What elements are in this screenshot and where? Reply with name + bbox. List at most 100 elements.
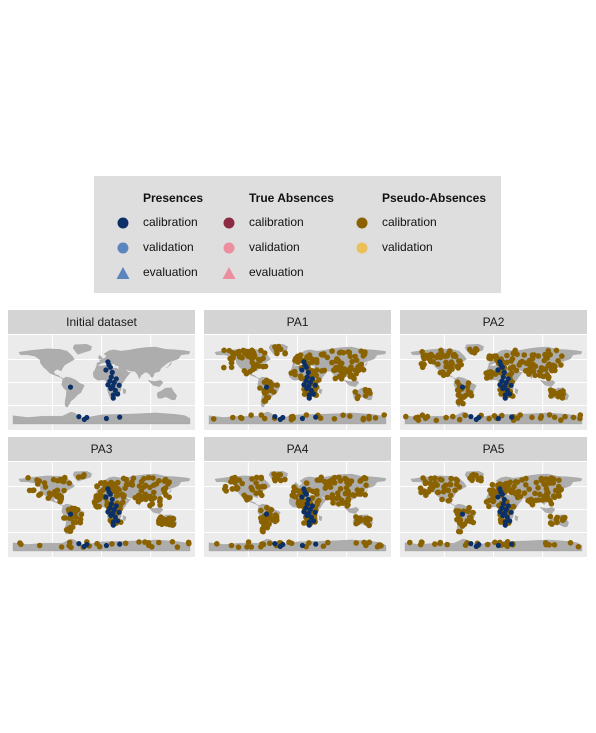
pseudo-absence-point <box>272 344 278 350</box>
pseudo-absence-point <box>486 503 492 510</box>
pseudo-absence-point <box>316 377 322 383</box>
pseudo-absence-point <box>343 485 350 491</box>
pseudo-absence-point <box>147 502 153 509</box>
pseudo-absence-point <box>60 478 67 485</box>
pseudo-absence-point <box>304 480 310 486</box>
pseudo-absence-point <box>535 497 542 503</box>
pseudo-absence-point <box>363 388 369 395</box>
pseudo-absence-point <box>163 492 169 498</box>
pseudo-absence-point <box>292 357 298 364</box>
pseudo-absence-point <box>577 415 583 422</box>
pseudo-absence-point <box>267 540 273 547</box>
pseudo-absence-point <box>492 539 498 546</box>
legend: Presences calibration validation evaluat… <box>94 176 501 293</box>
presence-point <box>468 414 474 420</box>
pseudo-absence-point <box>311 489 318 495</box>
pseudo-absence-point <box>547 497 553 504</box>
panel-pa1: PA1 <box>204 310 391 430</box>
pseudo-absence-point <box>31 487 37 493</box>
pseudo-absence-point <box>447 481 453 487</box>
pseudo-absence-point <box>353 514 359 520</box>
legend-label: evaluation <box>249 265 304 279</box>
pseudo-absence-point <box>509 487 516 493</box>
land-shape <box>514 388 519 395</box>
pseudo-absence-point <box>295 500 302 506</box>
panel-strip: PA5 <box>400 437 587 461</box>
pseudo-absence-point <box>508 358 514 364</box>
pseudo-absence-point <box>532 372 538 379</box>
pseudo-absence-point <box>512 347 518 354</box>
pseudo-absence-point <box>259 492 265 499</box>
pseudo-absence-point <box>234 486 240 492</box>
land-shape <box>61 376 85 408</box>
pseudo-absence-point <box>221 347 227 354</box>
pseudo-absence-point <box>562 413 568 420</box>
presence-point <box>504 387 510 393</box>
pseudo-absence-point <box>445 487 451 494</box>
panel-strip: Initial dataset <box>8 310 195 334</box>
pseudo-absence-point <box>526 371 532 377</box>
pseudo-absence-point <box>156 539 162 546</box>
pseudo-absence-point <box>457 528 464 535</box>
pseudo-absence-point <box>317 415 324 421</box>
presence-point <box>495 542 501 549</box>
pseudo-absence-point <box>45 495 52 501</box>
presence-point <box>304 385 310 392</box>
pseudo-absence-point <box>268 387 275 394</box>
land-shape <box>318 388 323 395</box>
presence-point <box>110 522 116 528</box>
panel-pa5: PA5 <box>400 437 587 557</box>
pseudo-absence-point <box>239 355 245 361</box>
pseudo-absence-point <box>543 485 550 492</box>
pseudo-absence-point <box>293 487 300 493</box>
pseudo-absence-point <box>335 358 342 364</box>
panel-pa2: PA2 <box>400 310 587 430</box>
presence-point <box>497 382 503 388</box>
pseudo-absence-point <box>491 353 498 359</box>
pseudo-absence-point <box>454 379 461 385</box>
pseudo-absence-point <box>58 544 65 550</box>
pseudo-absence-point <box>345 349 352 355</box>
pseudo-absence-point <box>324 354 331 361</box>
pseudo-absence-point <box>355 393 361 400</box>
pseudo-absence-point <box>309 356 315 362</box>
presence-point <box>495 367 501 373</box>
pseudo-absence-point <box>50 476 57 483</box>
pseudo-absence-point <box>348 372 354 378</box>
pseudo-absence-point <box>450 353 457 359</box>
presence-point <box>112 387 118 393</box>
legend-label: validation <box>249 240 300 254</box>
land-shape <box>122 388 127 395</box>
pseudo-absence-point <box>435 361 441 367</box>
pseudo-absence-point <box>291 493 298 500</box>
pseudo-absence-point <box>324 494 331 501</box>
pseudo-absence-point <box>533 479 540 486</box>
presence-point <box>312 382 318 388</box>
map-svg <box>8 335 195 430</box>
presence-point <box>505 503 511 509</box>
circle-icon <box>117 217 129 229</box>
presence-point <box>509 414 515 420</box>
pseudo-absence-point <box>149 544 155 550</box>
pseudo-absence-point <box>353 540 359 546</box>
pseudo-absence-point <box>136 483 143 489</box>
pseudo-absence-point <box>526 486 532 492</box>
pseudo-absence-point <box>526 357 533 364</box>
pseudo-absence-point <box>63 527 70 533</box>
pseudo-absence-point <box>374 544 381 550</box>
presence-point <box>304 501 310 507</box>
pseudo-absence-point <box>546 479 552 486</box>
pseudo-absence-point <box>327 484 334 490</box>
pseudo-absence-point <box>447 492 454 499</box>
pseudo-absence-point <box>231 479 238 486</box>
presence-point <box>501 369 507 375</box>
pseudo-absence-point <box>340 412 346 418</box>
pseudo-absence-point <box>318 474 324 481</box>
pseudo-absence-point <box>503 480 510 487</box>
presence-point <box>313 414 319 420</box>
pseudo-absence-point <box>448 359 455 365</box>
presence-point <box>108 385 114 392</box>
pseudo-absence-point <box>535 353 542 359</box>
pseudo-absence-point <box>551 542 558 548</box>
pseudo-absence-point <box>546 412 553 418</box>
